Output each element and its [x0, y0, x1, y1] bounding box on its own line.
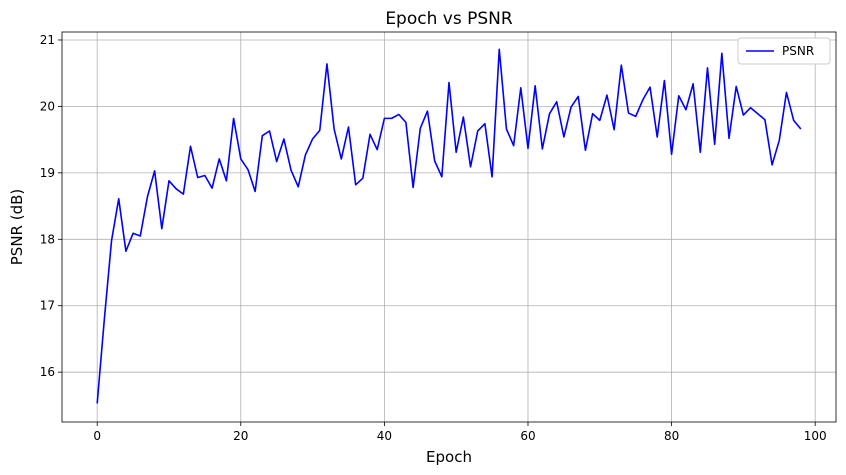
- y-axis-label: PSNR (dB): [8, 189, 26, 266]
- x-tick-label: 20: [233, 429, 248, 443]
- chart-title: Epoch vs PSNR: [385, 9, 513, 29]
- x-tick-label: 100: [804, 429, 827, 443]
- legend: PSNR: [737, 37, 831, 65]
- y-tick-label: 20: [40, 99, 55, 113]
- legend-label: PSNR: [782, 44, 814, 58]
- x-tick-label: 80: [664, 429, 679, 443]
- x-axis-ticks: 0 20 40 60 80 100: [93, 422, 827, 443]
- plot-area: [62, 32, 836, 422]
- y-tick-label: 18: [40, 232, 55, 246]
- y-axis-ticks: 16 17 18 19 20 21: [40, 33, 62, 379]
- x-axis-label: Epoch: [426, 448, 472, 466]
- y-tick-label: 16: [40, 365, 55, 379]
- x-tick-label: 60: [520, 429, 535, 443]
- series-line-psnr: [96, 48, 802, 404]
- legend-box: [737, 37, 831, 65]
- y-tick-label: 19: [40, 166, 55, 180]
- series-layer: [96, 48, 802, 404]
- x-tick-label: 40: [377, 429, 392, 443]
- plot-frame: [61, 31, 837, 423]
- y-tick-label: 21: [40, 33, 55, 47]
- y-tick-label: 17: [40, 299, 55, 313]
- grid: [62, 32, 836, 422]
- x-tick-label: 0: [93, 429, 101, 443]
